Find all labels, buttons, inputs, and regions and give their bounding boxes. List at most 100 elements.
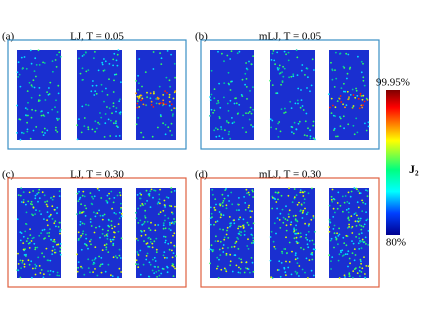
texture-dot [35, 126, 38, 128]
texture-dot [223, 267, 226, 270]
texture-dot [286, 219, 289, 222]
texture-dot [140, 230, 143, 233]
texture-dot [16, 132, 18, 134]
texture-dot [164, 206, 167, 208]
texture-dot [248, 204, 251, 207]
texture-dot [333, 232, 336, 235]
texture-dot [252, 242, 255, 244]
texture-dot [343, 201, 346, 204]
texture-dot [46, 205, 49, 208]
texture-dot [164, 241, 167, 244]
texture-dot [304, 74, 306, 76]
texture-dot [331, 256, 334, 258]
texture-dot [87, 267, 90, 269]
texture-dot [220, 268, 223, 271]
texture-dot [98, 189, 101, 192]
texture-dot [90, 225, 93, 227]
texture-dot [77, 231, 80, 234]
texture-dot [235, 102, 238, 105]
texture-dot [172, 263, 175, 266]
texture-dot [148, 261, 151, 264]
texture-dot [170, 241, 172, 244]
texture-dot [100, 271, 103, 274]
texture-dot [338, 233, 341, 236]
texture-dot [151, 242, 154, 245]
texture-dot [276, 217, 279, 220]
texture-dot [209, 223, 212, 226]
texture-dot [37, 100, 40, 102]
texture-dot [288, 241, 291, 244]
texture-dot [115, 59, 118, 62]
texture-dot [168, 227, 171, 230]
texture-dot [364, 122, 366, 125]
texture-dot [276, 51, 279, 54]
texture-dot [248, 60, 250, 63]
texture-dot [36, 246, 39, 249]
texture-dot [363, 241, 366, 243]
texture-dot [336, 100, 339, 102]
texture-dot [225, 254, 228, 256]
texture-dot [328, 230, 331, 233]
texture-dot [108, 225, 111, 228]
texture-dot [154, 189, 157, 192]
texture-dot [29, 234, 32, 237]
texture-dot [299, 210, 302, 213]
texture-dot [294, 254, 297, 256]
texture-dot [252, 125, 254, 128]
texture-dot [218, 248, 221, 251]
texture-dot [248, 193, 251, 196]
texture-dot [247, 112, 250, 114]
texture-dot [101, 228, 104, 231]
texture-dot [142, 136, 145, 139]
texture-dot [144, 202, 147, 205]
texture-dot [252, 196, 255, 198]
texture-dot [243, 234, 246, 236]
texture-dot [155, 98, 158, 100]
texture-dot [85, 237, 88, 240]
texture-dot [210, 108, 213, 111]
texture-dot [40, 213, 42, 216]
texture-dot [112, 64, 114, 67]
texture-dot [298, 120, 301, 123]
texture-dot [209, 217, 212, 220]
texture-dot [137, 207, 140, 210]
texture-dot [347, 265, 349, 268]
texture-dot [220, 126, 223, 128]
texture-dot [339, 249, 342, 252]
texture-dot [333, 246, 335, 249]
texture-dot [216, 220, 219, 223]
texture-dot [227, 237, 230, 239]
texture-dot [353, 133, 356, 136]
texture-dot [108, 197, 111, 200]
texture-dot [120, 271, 123, 273]
texture-dot [85, 233, 87, 236]
texture-dot [145, 258, 148, 261]
texture-dot [140, 99, 143, 102]
texture-dot [361, 210, 364, 213]
texture-dot [307, 230, 310, 233]
texture-dot [299, 191, 302, 194]
texture-dot [296, 99, 299, 102]
texture-dot [335, 77, 338, 80]
texture-dot [113, 52, 116, 55]
panel-title: LJ, T = 0.30 [70, 169, 124, 181]
texture-dot [159, 52, 162, 54]
texture-dot [238, 50, 241, 53]
texture-dot [274, 191, 277, 194]
texture-dot [139, 192, 142, 195]
texture-dot [307, 192, 310, 195]
texture-dot [245, 267, 247, 269]
texture-dot [233, 219, 236, 222]
texture-dot [83, 223, 86, 225]
texture-dot [355, 225, 358, 227]
texture-dot [95, 226, 97, 229]
texture-dot [276, 191, 279, 194]
texture-dot [173, 190, 176, 192]
texture-dot [354, 220, 357, 223]
texture-dot [230, 222, 232, 225]
texture-dot [239, 268, 242, 270]
texture-dot [236, 203, 239, 206]
texture-dot [137, 117, 140, 119]
texture-dot [55, 99, 57, 102]
texture-dot [137, 100, 139, 102]
